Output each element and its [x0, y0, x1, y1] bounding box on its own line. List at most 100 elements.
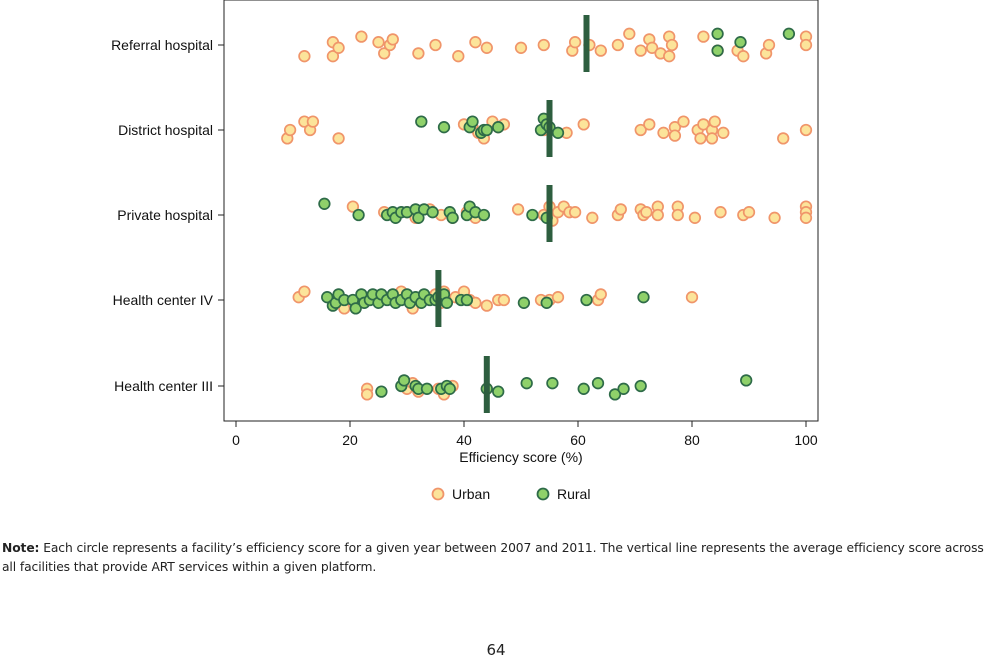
point-urban-referral-hospital-4: [355, 30, 368, 43]
point-rural-private-hospital-33: [477, 208, 491, 222]
point-rural-referral-hospital-1: [711, 44, 724, 57]
efficiency-scatter-chart: Referral hospital District hospital Privat…: [111, 0, 819, 502]
mean-line-private-hospital: [546, 185, 553, 242]
x-tick-label-40: 40: [456, 432, 472, 448]
point-urban-referral-hospital-28: [663, 50, 676, 63]
point-urban-district-hospital-54: [643, 118, 656, 131]
x-tick-label-60: 60: [570, 432, 586, 448]
point-urban-referral-hospital-3: [332, 41, 345, 54]
point-rural-health-center-iv-42: [349, 302, 362, 315]
point-rural-health-center-iv-68: [637, 291, 650, 304]
point-urban-referral-hospital-24: [645, 41, 659, 54]
point-urban-health-center-iv-104: [298, 285, 311, 298]
point-urban-referral-hospital-2: [326, 50, 340, 63]
point-rural-health-center-iii-77: [443, 382, 456, 395]
point-urban-referral-hospital-10: [429, 38, 442, 52]
y-tick-label-health-center-iii: Health center III: [114, 378, 213, 394]
point-urban-district-hospital-58: [668, 129, 682, 142]
legend-urban-marker: [431, 487, 445, 501]
point-urban-referral-hospital-5: [372, 36, 385, 49]
point-urban-private-hospital-96: [714, 206, 727, 219]
point-urban-health-center-iii-129: [360, 388, 374, 401]
point-urban-private-hospital-84: [568, 206, 582, 219]
mean-lines: [435, 15, 590, 413]
point-urban-referral-hospital-13: [480, 41, 493, 54]
point-urban-private-hospital-77: [511, 203, 525, 216]
point-rural-district-hospital-10: [480, 123, 493, 137]
point-urban-district-hospital-55: [657, 126, 670, 139]
point-urban-district-hospital-67: [799, 123, 813, 137]
point-urban-referral-hospital-34: [762, 38, 776, 52]
legend: Urban Rural: [431, 486, 590, 502]
point-urban-referral-hospital-19: [594, 44, 607, 57]
point-rural-health-center-iii-87: [740, 374, 753, 387]
legend-urban-label: Urban: [452, 486, 490, 502]
point-rural-health-center-iii-79: [492, 385, 505, 398]
mean-line-health-center-iii: [483, 356, 490, 413]
point-urban-district-hospital-53: [634, 123, 647, 137]
point-urban-district-hospital-63: [708, 115, 721, 128]
y-tick-label-private-hospital: Private hospital: [117, 207, 213, 223]
point-urban-private-hospital-90: [640, 206, 653, 219]
point-urban-referral-hospital-36: [799, 38, 813, 52]
point-urban-referral-hospital-32: [737, 50, 750, 63]
point-urban-referral-hospital-15: [537, 38, 550, 52]
point-rural-private-hospital-17: [318, 197, 331, 210]
point-rural-referral-hospital-2: [734, 36, 747, 49]
point-rural-private-hospital-27: [426, 206, 439, 219]
point-urban-referral-hospital-0: [298, 50, 311, 63]
point-urban-private-hospital-102: [799, 211, 813, 224]
point-rural-health-center-iv-36: [321, 291, 334, 304]
point-urban-district-hospital-66: [777, 132, 790, 145]
point-urban-district-hospital-64: [705, 132, 719, 145]
point-urban-private-hospital-99: [768, 211, 781, 224]
point-rural-referral-hospital-0: [711, 27, 724, 40]
point-urban-health-center-iv-121: [497, 293, 511, 307]
point-rural-health-center-iii-80: [520, 377, 533, 390]
point-urban-health-center-iv-127: [685, 291, 699, 304]
point-urban-private-hospital-94: [671, 208, 684, 222]
point-rural-district-hospital-11: [492, 121, 505, 134]
point-rural-health-center-iv-67: [580, 293, 593, 307]
point-rural-referral-hospital-3: [782, 27, 796, 40]
point-rural-private-hospital-18: [352, 208, 365, 222]
point-urban-health-center-iv-124: [551, 291, 565, 304]
point-urban-district-hospital-38: [283, 123, 297, 137]
point-rural-health-center-iii-86: [634, 379, 647, 393]
point-urban-district-hospital-42: [332, 132, 345, 145]
point-rural-health-center-iii-84: [608, 388, 622, 401]
figure-note: Note: Each circle represents a facility’…: [2, 539, 992, 577]
point-rural-district-hospital-5: [437, 121, 451, 134]
point-rural-health-center-iii-73: [375, 385, 388, 398]
point-rural-health-center-iii-82: [577, 382, 590, 395]
point-urban-referral-hospital-22: [634, 44, 647, 57]
y-axis-ticks: Referral hospital District hospital Privat…: [111, 37, 224, 394]
point-urban-private-hospital-87: [614, 203, 627, 216]
point-rural-health-center-iii-85: [617, 382, 630, 395]
point-rural-health-center-iv-62: [440, 296, 454, 309]
point-rural-health-center-iii-70: [397, 374, 411, 387]
legend-rural-label: Rural: [557, 486, 590, 502]
point-urban-referral-hospital-17: [568, 36, 582, 49]
point-urban-private-hospital-95: [688, 211, 702, 224]
point-urban-private-hospital-85: [586, 211, 599, 224]
mean-line-health-center-iv: [435, 270, 442, 327]
point-urban-referral-hospital-9: [412, 47, 425, 60]
note-label: Note:: [2, 541, 40, 555]
point-rural-health-center-iv-66: [540, 296, 553, 309]
mean-line-referral-hospital: [583, 15, 590, 72]
point-urban-district-hospital-60: [694, 132, 707, 145]
x-tick-label-80: 80: [684, 432, 700, 448]
point-urban-private-hospital-98: [742, 206, 756, 219]
y-tick-label-referral-hospital: Referral hospital: [111, 37, 213, 53]
mean-line-district-hospital: [546, 100, 553, 157]
point-urban-referral-hospital-8: [386, 33, 399, 46]
x-axis-ticks: 0 20 40 60 80 100: [232, 421, 818, 448]
point-urban-referral-hospital-12: [469, 36, 482, 49]
point-urban-private-hospital-92: [651, 208, 664, 222]
point-rural-health-center-iii-83: [591, 377, 605, 390]
point-urban-district-hospital-52: [577, 118, 590, 131]
point-urban-referral-hospital-6: [378, 47, 391, 60]
point-rural-private-hospital-25: [412, 211, 425, 224]
point-urban-private-hospital-68: [346, 200, 360, 213]
